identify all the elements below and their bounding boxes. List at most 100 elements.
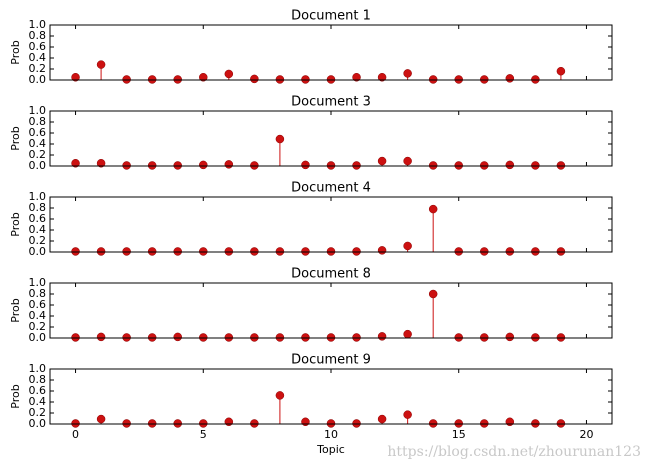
y-tick-label: 0.2: [29, 320, 47, 333]
stem-marker: [199, 160, 208, 170]
stem-marker: [531, 75, 540, 84]
y-tick-label: 1.0: [29, 190, 47, 203]
stem-marker: [531, 419, 540, 428]
stem-marker: [326, 247, 336, 256]
y-tick-label: 0.0: [29, 331, 47, 344]
stem-marker: [250, 247, 259, 256]
y-axis-label: Prob: [9, 40, 22, 64]
stem-marker: [454, 419, 463, 428]
stem-marker: [556, 66, 566, 76]
stem-marker: [96, 414, 106, 424]
stem-marker: [326, 333, 336, 342]
stem-marker: [352, 333, 361, 342]
stem-marker: [505, 332, 515, 342]
watermark: https://blog.csdn.net/zhourunan123: [387, 444, 641, 460]
stem-marker: [505, 74, 515, 83]
stem-marker: [71, 419, 80, 428]
y-tick-label: 0.4: [29, 309, 47, 322]
stem-marker: [480, 333, 489, 342]
stem-marker: [173, 419, 182, 428]
stem-marker: [480, 75, 489, 84]
stem-marker: [556, 247, 566, 256]
stem-marker: [377, 73, 387, 82]
y-tick-label: 0.8: [29, 29, 47, 42]
y-tick-label: 0.8: [29, 201, 47, 214]
stem-marker: [301, 333, 310, 342]
stem-marker: [199, 73, 208, 82]
y-tick-label: 0.4: [29, 51, 47, 64]
stem-marker: [275, 333, 285, 342]
y-tick-label: 0.6: [29, 126, 47, 139]
y-tick-label: 0.6: [29, 40, 47, 53]
stem-marker: [275, 247, 285, 256]
stem-marker: [454, 333, 463, 342]
stem-marker: [199, 333, 208, 342]
y-tick-label: 0.4: [29, 223, 47, 236]
stem-marker: [301, 417, 310, 427]
x-tick-label: 0: [72, 428, 79, 441]
y-axis-label: Prob: [9, 212, 22, 236]
stem-marker: [377, 156, 387, 166]
chart-title: Document 1: [291, 9, 371, 24]
y-tick-label: 0.0: [29, 245, 47, 258]
y-tick-label: 0.8: [29, 287, 47, 300]
y-tick-label: 0.2: [29, 148, 47, 161]
stem-marker: [352, 161, 361, 170]
stem-marker: [275, 134, 285, 144]
stem-marker: [403, 69, 412, 78]
y-tick-label: 0.6: [29, 384, 47, 397]
y-tick-label: 0.2: [29, 234, 47, 247]
stem-marker: [556, 161, 566, 170]
stem-marker: [505, 417, 515, 427]
y-tick-label: 0.8: [29, 373, 47, 386]
stem-marker: [531, 247, 540, 256]
stem-marker: [122, 247, 131, 256]
x-axis-label: Topic: [316, 443, 345, 456]
stem-marker: [224, 333, 234, 342]
stem-marker: [531, 161, 540, 170]
stem-marker: [173, 75, 182, 84]
stem-marker: [122, 333, 131, 342]
x-tick-label: 20: [579, 428, 593, 441]
plot-frame: [49, 368, 613, 425]
x-tick-label: 15: [452, 428, 466, 441]
stem-marker: [275, 75, 285, 84]
stem-marker: [403, 410, 412, 419]
stem-marker: [428, 204, 438, 214]
stem-marker: [122, 419, 131, 428]
stem-marker: [352, 419, 361, 428]
stem-marker: [71, 73, 80, 82]
stem-marker: [224, 69, 234, 79]
stem-marker: [224, 247, 234, 256]
stem-marker: [352, 247, 361, 256]
y-tick-label: 0.2: [29, 62, 47, 75]
y-tick-label: 0.6: [29, 298, 47, 311]
plot-frame: [49, 110, 613, 167]
stem-marker: [173, 332, 182, 342]
stem-marker: [352, 73, 361, 82]
stem-marker: [96, 247, 106, 256]
y-axis-label: Prob: [9, 298, 22, 322]
stem-marker: [147, 333, 157, 342]
stem-marker: [480, 419, 489, 428]
chart-title: Document 4: [291, 181, 371, 196]
stem-marker: [428, 289, 438, 299]
stem-marker: [250, 419, 259, 428]
stem-marker: [96, 159, 106, 168]
stem-marker: [454, 75, 463, 84]
stem-marker: [301, 75, 310, 84]
y-axis-label: Prob: [9, 126, 22, 150]
stem-marker: [250, 161, 259, 170]
chart-title: Document 8: [291, 267, 371, 282]
y-tick-label: 0.0: [29, 159, 47, 172]
y-tick-label: 0.8: [29, 115, 47, 128]
stem-marker: [531, 333, 540, 342]
stem-marker: [556, 333, 566, 342]
y-tick-label: 1.0: [29, 276, 47, 289]
stem-marker: [480, 247, 489, 256]
stem-marker: [326, 419, 336, 428]
stem-marker: [122, 161, 131, 170]
x-tick-label: 10: [324, 428, 338, 441]
